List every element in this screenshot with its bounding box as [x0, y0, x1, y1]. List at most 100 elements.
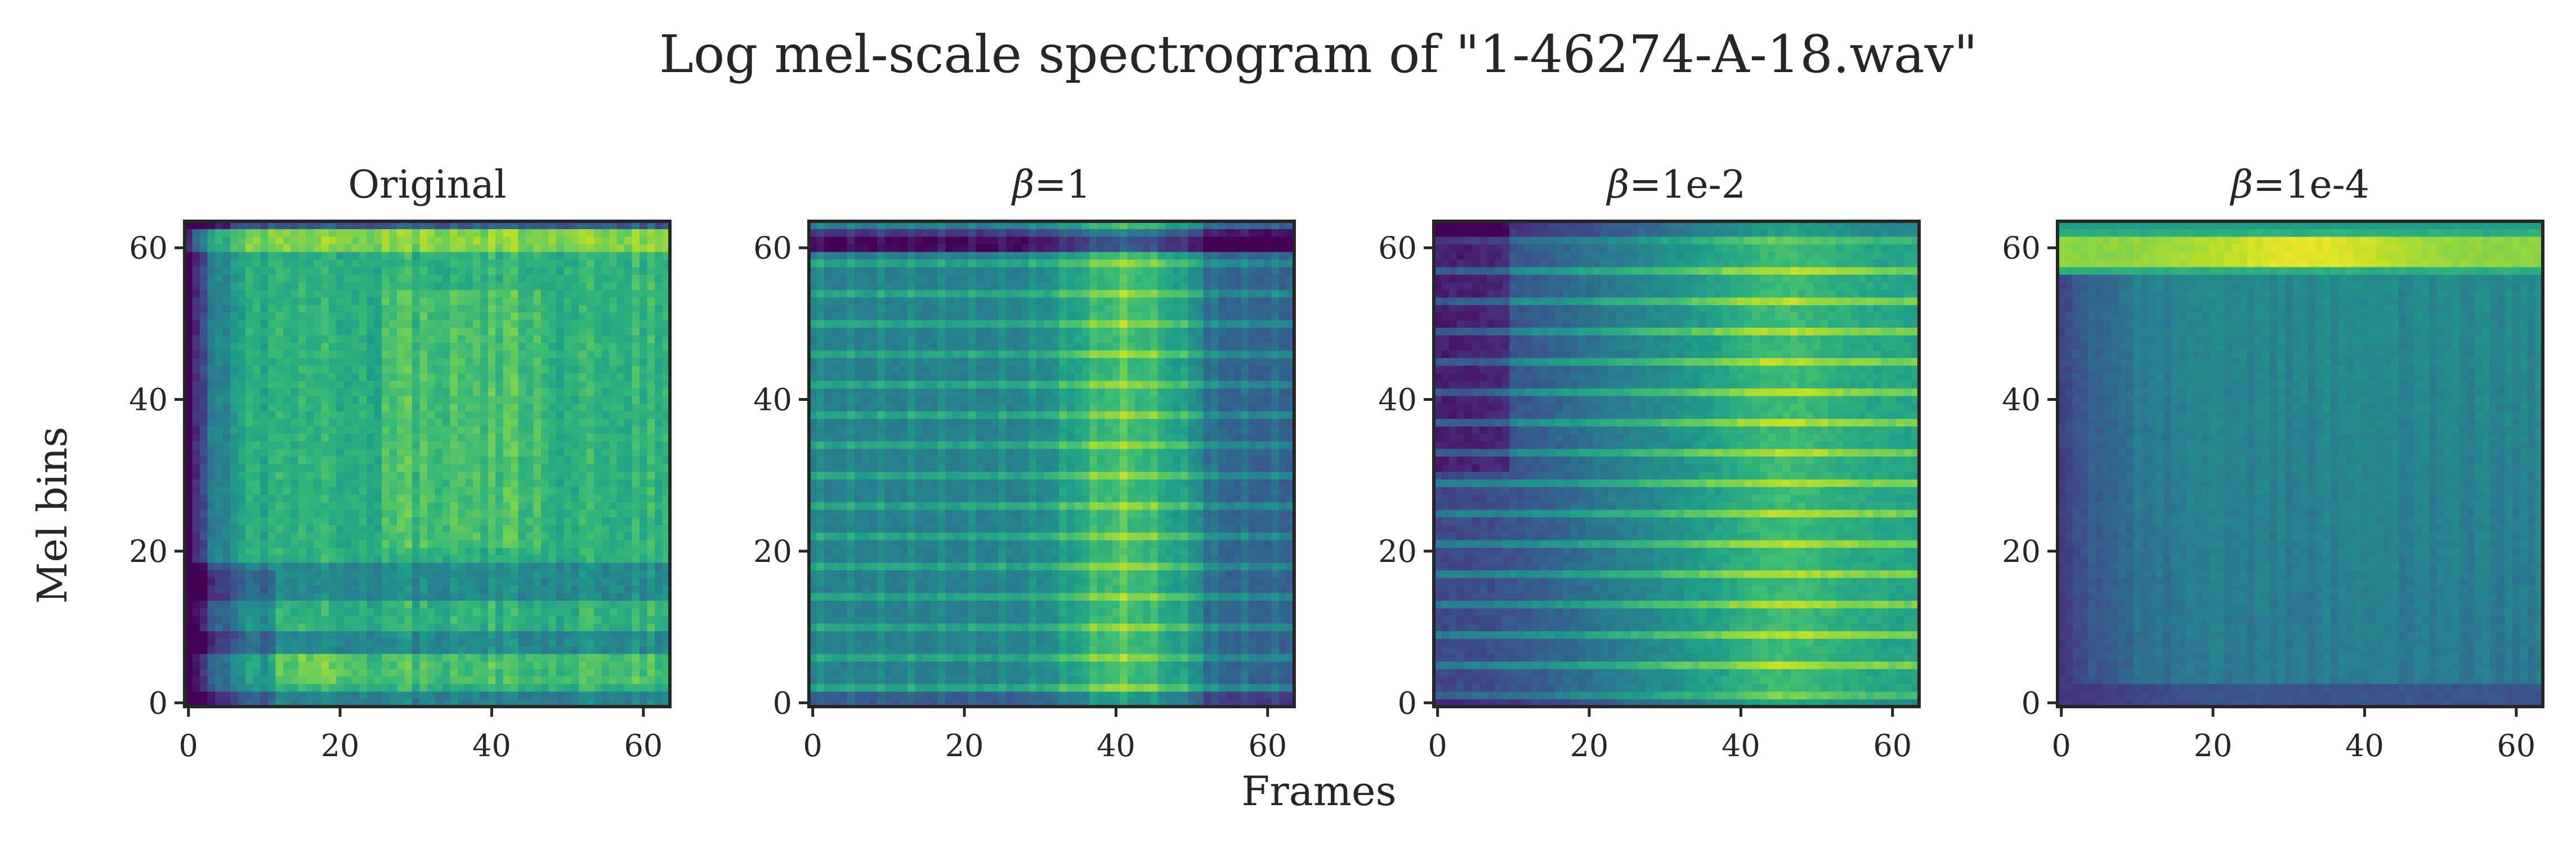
heatmap-cell: [298, 676, 307, 685]
heatmap-cell: [290, 668, 299, 677]
heatmap-cell: [839, 585, 847, 593]
heatmap-cell: [831, 502, 840, 510]
heatmap-cell: [571, 335, 579, 343]
heatmap-cell: [831, 305, 840, 313]
heatmap-cell: [207, 342, 216, 351]
heatmap-cell: [268, 638, 276, 646]
heatmap-cell: [831, 539, 840, 548]
heatmap-cell: [290, 661, 299, 669]
heatmap-cell: [283, 524, 292, 533]
heatmap-cell: [655, 486, 663, 495]
heatmap-cell: [412, 395, 421, 404]
heatmap-cell: [313, 297, 322, 305]
heatmap-cell: [374, 266, 382, 275]
heatmap-cell: [526, 608, 534, 616]
heatmap-cell: [571, 410, 579, 419]
heatmap-cell: [594, 486, 602, 495]
heatmap-cell: [809, 471, 817, 480]
heatmap-cell: [647, 251, 655, 260]
heatmap-cell: [275, 631, 284, 639]
heatmap-cell: [809, 608, 817, 616]
heatmap-cell: [298, 221, 307, 230]
heatmap-cell: [306, 539, 314, 548]
heatmap-cell: [495, 335, 504, 343]
heatmap-cell: [374, 388, 382, 396]
heatmap-cell: [824, 229, 833, 237]
heatmap-cell: [824, 638, 833, 646]
heatmap-cell: [601, 380, 610, 388]
heatmap-cell: [450, 592, 458, 601]
heatmap-cell: [900, 486, 908, 495]
heatmap-cell: [336, 418, 345, 427]
heatmap-cell: [230, 358, 238, 366]
heatmap-cell: [404, 638, 413, 646]
heatmap-cell: [374, 661, 382, 669]
heatmap-cell: [412, 646, 421, 654]
heatmap-cell: [230, 524, 238, 533]
heatmap-cell: [601, 266, 610, 275]
heatmap-cell: [199, 668, 208, 677]
heatmap-cell: [313, 676, 322, 685]
heatmap-cell: [450, 259, 458, 267]
heatmap-cell: [199, 380, 208, 388]
heatmap-cell: [366, 608, 375, 616]
heatmap-cell: [397, 539, 405, 548]
heatmap-cell: [571, 441, 579, 449]
heatmap-cell: [298, 585, 307, 593]
heatmap-cell: [900, 251, 908, 260]
heatmap-cell: [495, 297, 504, 305]
heatmap-cell: [427, 434, 436, 442]
heatmap-cell: [556, 691, 565, 700]
heatmap-cell: [306, 684, 314, 692]
heatmap-cell: [328, 320, 337, 328]
heatmap-cell: [298, 441, 307, 449]
heatmap-cell: [442, 244, 451, 252]
heatmap-cell: [488, 464, 496, 472]
heatmap-cell: [526, 305, 534, 313]
heatmap-cell: [824, 380, 833, 388]
heatmap-cell: [238, 373, 246, 381]
heatmap-cell: [639, 638, 648, 646]
heatmap-cell: [404, 236, 413, 245]
heatmap-cell: [556, 631, 565, 639]
heatmap-cell: [900, 676, 908, 685]
heatmap-cell: [809, 502, 817, 510]
heatmap-cell: [847, 418, 855, 427]
heatmap-cell: [639, 259, 648, 267]
heatmap-cell: [321, 570, 329, 578]
heatmap-cell: [526, 342, 534, 351]
heatmap-cell: [586, 358, 594, 366]
heatmap-cell: [579, 434, 587, 442]
heatmap-cell: [564, 570, 572, 578]
heatmap-cell: [457, 494, 466, 502]
heatmap-cell: [579, 494, 587, 502]
heatmap-cell: [854, 388, 862, 396]
heatmap-cell: [283, 570, 292, 578]
heatmap-cell: [907, 509, 916, 517]
heatmap-cell: [571, 395, 579, 404]
heatmap-cell: [601, 274, 610, 283]
heatmap-cell: [877, 653, 886, 662]
heatmap-cell: [884, 274, 893, 283]
heatmap-cell: [268, 631, 276, 639]
heatmap-cell: [601, 623, 610, 631]
heatmap-cell: [571, 570, 579, 578]
heatmap-cell: [351, 259, 360, 267]
heatmap-cell: [419, 327, 428, 336]
heatmap-cell: [877, 661, 886, 669]
heatmap-cell: [624, 320, 633, 328]
heatmap-cell: [207, 251, 216, 260]
heatmap-cell: [412, 320, 421, 328]
heatmap-cell: [442, 350, 451, 359]
heatmap-cell: [884, 555, 893, 563]
heatmap-cell: [480, 502, 489, 510]
heatmap-cell: [268, 646, 276, 654]
heatmap-cell: [511, 434, 519, 442]
heatmap-cell: [632, 631, 640, 639]
heatmap-cell: [548, 585, 557, 593]
heatmap-cell: [207, 676, 216, 685]
heatmap-cell: [328, 631, 337, 639]
heatmap-cell: [495, 221, 504, 230]
heatmap-cell: [831, 221, 840, 230]
heatmap-cell: [571, 555, 579, 563]
